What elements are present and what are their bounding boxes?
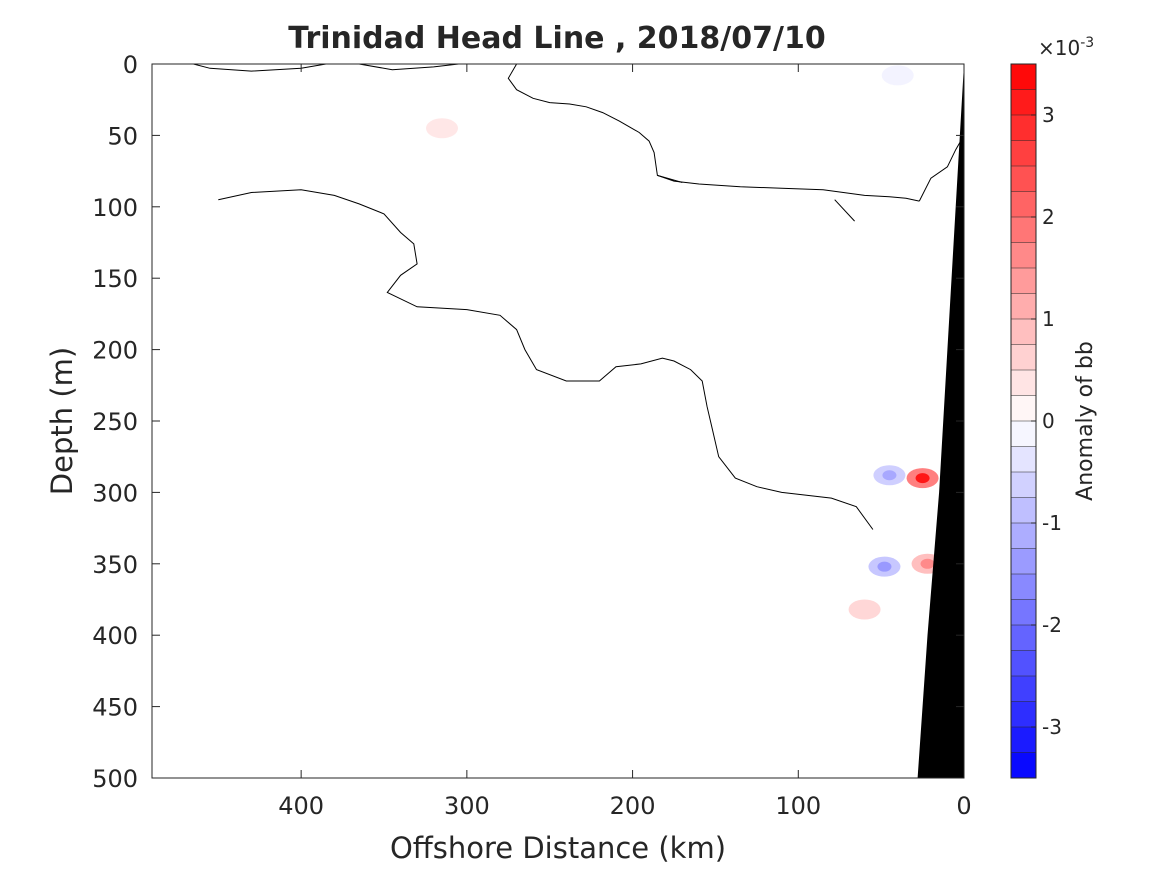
colorbar-level [1011, 497, 1036, 524]
anomaly-patch [426, 118, 458, 139]
zero-contour-line [834, 199, 855, 222]
y-tick-label: 450 [92, 694, 138, 722]
y-tick-label: 150 [92, 265, 138, 293]
colorbar-level [1011, 115, 1036, 141]
colorbar-level [1011, 319, 1036, 345]
y-tick-label: 200 [92, 337, 138, 365]
colorbar-level [1011, 625, 1036, 651]
y-tick-label: 500 [92, 765, 138, 793]
colorbar-tick-label: 0 [1042, 409, 1055, 433]
anomaly-patches [426, 65, 944, 620]
colorbar-level [1011, 268, 1036, 294]
colorbar: 3 2 1 0 -1 -2 -3 ×10-3 Anomaly of bb [1010, 35, 1098, 779]
zero-contours [193, 63, 965, 530]
colorbar-ticks: 3 2 1 0 -1 -2 -3 [1031, 103, 1062, 739]
colorbar-level [1011, 574, 1036, 600]
colorbar-tick-label: -1 [1042, 511, 1062, 535]
colorbar-level [1011, 242, 1036, 269]
x-tick-label: 0 [956, 792, 971, 820]
colorbar-level [1011, 472, 1036, 498]
colorbar-level [1011, 752, 1036, 779]
colorbar-tick-label: -3 [1042, 715, 1062, 739]
x-tick-label: 400 [278, 792, 324, 820]
colorbar-level [1011, 89, 1036, 116]
y-tick-label: 100 [92, 194, 138, 222]
zero-contour-line [657, 174, 683, 183]
anomaly-patch-core [882, 470, 897, 481]
zero-contour-line [193, 63, 327, 72]
colorbar-level [1011, 191, 1036, 218]
anomaly-patch-core [877, 561, 892, 572]
anomaly-patch [881, 65, 914, 86]
colorbar-level [1011, 395, 1036, 422]
y-tick-label: 350 [92, 551, 138, 579]
colorbar-level [1011, 217, 1036, 243]
x-tick-label: 300 [444, 792, 490, 820]
colorbar-level [1011, 701, 1036, 728]
colorbar-level [1011, 446, 1036, 473]
colorbar-tick-label: 1 [1042, 307, 1055, 331]
colorbar-tick-label: 2 [1042, 205, 1055, 229]
y-tick-label: 250 [92, 408, 138, 436]
y-tick-label: 300 [92, 479, 138, 507]
colorbar-level [1011, 344, 1036, 371]
y-tick-label: 400 [92, 622, 138, 650]
x-tick-label: 200 [610, 792, 656, 820]
colorbar-level [1011, 650, 1036, 677]
plot-area: 400 300 200 100 0 0 50 100 150 200 250 300 350 400 45… [92, 51, 971, 820]
colorbar-level [1011, 64, 1036, 90]
chart-title: Trinidad Head Line , 2018/07/10 [288, 21, 825, 56]
anomaly-patch-core [920, 558, 935, 569]
x-axis: 400 300 200 100 0 [278, 64, 972, 820]
zero-contour-line [918, 135, 965, 202]
colorbar-level [1011, 599, 1036, 626]
colorbar-level [1011, 548, 1036, 575]
y-tick-label: 0 [123, 51, 138, 79]
colorbar-exponent: ×10-3 [1038, 35, 1094, 60]
colorbar-level [1011, 727, 1036, 753]
plot-background [152, 64, 964, 778]
zero-contour-line [218, 189, 874, 530]
x-axis-label: Offshore Distance (km) [390, 831, 726, 865]
anomaly-patch [848, 599, 881, 620]
colorbar-level [1011, 370, 1036, 396]
colorbar-level [1011, 523, 1036, 549]
zero-contour-line [359, 63, 459, 71]
x-tick-label: 100 [775, 792, 821, 820]
anomaly-patch-core [915, 473, 930, 484]
colorbar-level [1011, 140, 1036, 167]
colorbar-label: Anomaly of bb [1073, 341, 1098, 501]
colorbar-level [1011, 166, 1036, 192]
seafloor-bathymetry [917, 64, 964, 778]
y-axis: 0 50 100 150 200 250 300 350 400 450 500 [92, 51, 964, 793]
zero-contour-line [507, 63, 920, 202]
colorbar-tick-label: -2 [1042, 613, 1062, 637]
colorbar-tick-label: 3 [1042, 103, 1055, 127]
y-axis-label: Depth (m) [45, 347, 79, 495]
colorbar-cells [1011, 63, 1036, 779]
y-tick-label: 50 [107, 122, 138, 150]
colorbar-level [1011, 421, 1036, 447]
colorbar-level [1011, 676, 1036, 702]
colorbar-level [1011, 293, 1036, 320]
